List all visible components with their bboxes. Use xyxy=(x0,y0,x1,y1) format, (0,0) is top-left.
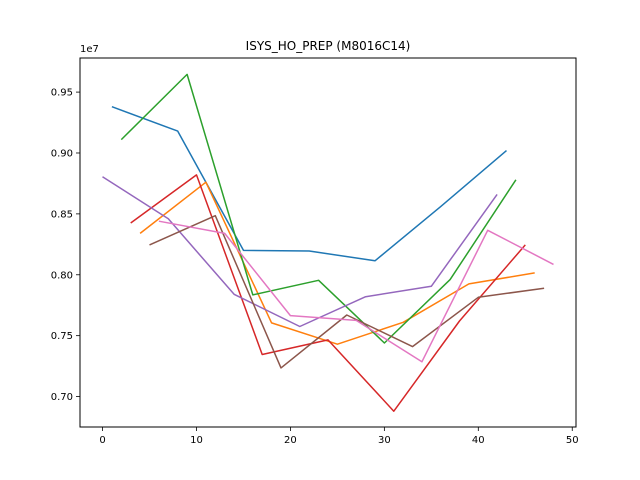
y-tick-label: 0.80 xyxy=(51,270,73,281)
plot-area: 0 10 20 30 40 50 0.70 0.75 0.80 0.85 0.90 0.95 1e7 xyxy=(51,44,579,446)
series-line-7 xyxy=(159,221,554,362)
y-tick-label: 0.75 xyxy=(51,331,73,342)
series-line-4 xyxy=(131,175,526,411)
series-line-2 xyxy=(140,182,535,344)
x-tick-label: 30 xyxy=(378,435,391,446)
y-axis: 0.70 0.75 0.80 0.85 0.90 0.95 xyxy=(51,88,80,403)
x-tick-label: 10 xyxy=(190,435,203,446)
chart-title: ISYS_HO_PREP (M8016C14) xyxy=(246,39,411,53)
x-tick-label: 20 xyxy=(284,435,297,446)
y-tick-label: 0.85 xyxy=(51,209,73,220)
y-offset-label: 1e7 xyxy=(80,44,99,55)
y-tick-label: 0.70 xyxy=(51,392,73,403)
series-line-3 xyxy=(121,74,516,343)
x-axis: 0 10 20 30 40 50 xyxy=(99,427,578,446)
y-tick-label: 0.90 xyxy=(51,148,73,159)
series-layer xyxy=(103,74,554,411)
y-tick-label: 0.95 xyxy=(51,88,73,99)
x-tick-label: 40 xyxy=(472,435,485,446)
x-tick-label: 50 xyxy=(566,435,579,446)
series-line-1 xyxy=(112,107,507,261)
x-tick-label: 0 xyxy=(99,435,105,446)
